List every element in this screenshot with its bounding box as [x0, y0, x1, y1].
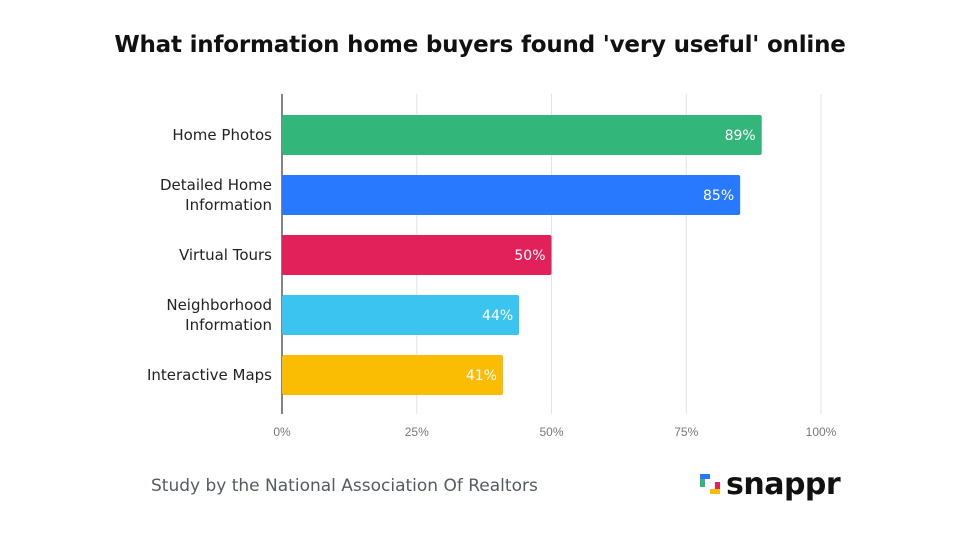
bar-value-label: 50% — [514, 248, 545, 264]
bar-value-label: 85% — [703, 188, 734, 204]
snappr-logo-text: snappr — [726, 466, 841, 502]
source-note: Study by the National Association Of Rea… — [151, 476, 538, 496]
bar — [282, 295, 520, 335]
category-label: Home Photos — [172, 126, 272, 144]
bar — [282, 115, 762, 155]
bar — [282, 175, 741, 215]
category-label: Detailed Home Information — [160, 176, 272, 214]
snappr-logo: snappr — [700, 466, 841, 502]
x-tick-label: 50% — [539, 425, 563, 439]
category-label: Virtual Tours — [179, 246, 272, 264]
x-tick-label: 100% — [806, 425, 837, 439]
category-label: Neighborhood Information — [166, 296, 272, 334]
bar-value-label: 41% — [466, 368, 497, 384]
bar — [282, 355, 503, 395]
snappr-logo-mark — [700, 474, 720, 494]
category-label: Interactive Maps — [147, 366, 272, 384]
chart-title: What information home buyers found 'very… — [114, 32, 846, 58]
x-tick-label: 0% — [273, 425, 291, 439]
bar-value-label: 44% — [482, 308, 513, 324]
bar — [282, 235, 552, 275]
bar-value-label: 89% — [725, 128, 756, 144]
x-tick-label: 75% — [674, 425, 698, 439]
x-tick-label: 25% — [405, 425, 429, 439]
